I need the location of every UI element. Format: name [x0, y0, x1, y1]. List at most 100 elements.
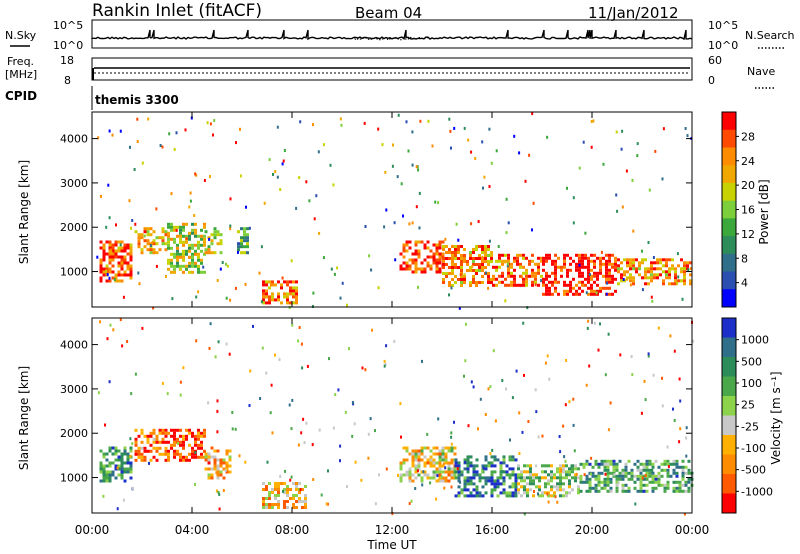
range-gate-cell	[271, 280, 274, 284]
range-gate-cell	[377, 127, 380, 131]
range-gate-cell	[411, 455, 415, 459]
range-gate-cell	[432, 461, 436, 465]
range-gate-cell	[609, 471, 613, 475]
range-gate-cell	[558, 435, 561, 438]
range-gate-cell	[487, 278, 490, 281]
range-gate-cell	[526, 491, 529, 495]
range-gate-cell	[563, 259, 566, 263]
y-tick-label: 3000	[60, 177, 88, 190]
range-gate-cell	[457, 248, 460, 251]
range-gate-cell	[632, 276, 635, 280]
range-gate-cell	[632, 258, 635, 262]
range-gate-cell	[111, 255, 115, 259]
range-gate-cell	[577, 488, 580, 492]
range-gate-cell	[429, 449, 433, 453]
range-gate-cell	[668, 270, 671, 274]
range-gate-cell	[222, 489, 225, 492]
range-gate-cell	[173, 443, 176, 447]
range-gate-cell	[292, 301, 295, 305]
range-gate-cell	[590, 286, 593, 290]
range-gate-cell	[651, 486, 655, 490]
range-gate-cell	[542, 268, 545, 272]
range-gate-cell	[137, 434, 141, 438]
range-gate-cell	[213, 119, 216, 122]
range-gate-cell	[608, 274, 611, 278]
range-gate-cell	[519, 262, 522, 266]
range-gate-cell	[568, 482, 571, 486]
range-gate-cell	[627, 477, 631, 481]
range-gate-cell	[426, 246, 430, 250]
range-gate-cell	[537, 256, 540, 260]
range-gate-cell	[508, 455, 512, 459]
range-gate-cell	[618, 474, 622, 478]
range-gate-cell	[653, 273, 656, 277]
range-gate-cell	[620, 276, 623, 280]
range-gate-cell	[484, 491, 488, 495]
range-gate-cell	[204, 230, 208, 234]
range-gate-cell	[475, 245, 478, 248]
range-gate-cell	[312, 291, 315, 295]
range-gate-cell	[472, 476, 476, 480]
range-gate-cell	[542, 262, 545, 266]
range-gate-cell	[490, 488, 494, 492]
range-gate-cell	[484, 476, 488, 480]
range-gate-cell	[265, 497, 268, 500]
range-gate-cell	[606, 281, 608, 285]
range-gate-cell	[164, 233, 168, 237]
range-gate-cell	[191, 446, 194, 450]
range-gate-cell	[529, 464, 532, 468]
range-gate-cell	[120, 264, 124, 268]
range-gate-cell	[687, 480, 691, 484]
range-gate-cell	[102, 476, 106, 480]
range-gate-cell	[262, 292, 265, 296]
range-gate-cell	[108, 276, 111, 280]
velocity-colorbar-label: Velocity [m s⁻¹]	[769, 371, 783, 464]
range-gate-cell	[143, 230, 147, 234]
range-gate-cell	[416, 469, 419, 473]
range-gate-cell	[414, 467, 418, 471]
range-gate-cell	[432, 243, 436, 247]
range-gate-cell	[615, 477, 619, 481]
range-gate-cell	[603, 483, 607, 487]
range-gate-cell	[481, 464, 485, 468]
range-gate-cell	[108, 267, 112, 271]
range-gate-cell	[283, 292, 286, 296]
range-gate-cell	[105, 264, 109, 268]
range-gate-cell	[167, 243, 170, 247]
range-gate-cell	[502, 470, 506, 474]
range-gate-cell	[481, 248, 484, 251]
y-tick-label: 4000	[60, 133, 88, 146]
range-gate-cell	[466, 269, 469, 272]
range-gate-cell	[336, 266, 339, 270]
range-gate-cell	[579, 489, 583, 493]
range-gate-cell	[674, 270, 677, 274]
range-gate-cell	[209, 175, 211, 179]
range-gate-cell	[614, 268, 617, 272]
range-gate-cell	[277, 298, 280, 302]
range-gate-cell	[166, 392, 169, 396]
range-gate-cell	[581, 280, 584, 284]
range-gate-cell	[687, 468, 691, 472]
range-gate-cell	[265, 503, 268, 506]
range-gate-cell	[182, 225, 185, 229]
range-gate-cell	[611, 292, 614, 296]
range-gate-cell	[108, 461, 112, 465]
range-gate-cell	[457, 461, 461, 465]
range-gate-cell	[490, 461, 494, 465]
range-gate-cell	[513, 274, 516, 278]
range-gate-cell	[490, 161, 493, 165]
range-gate-cell	[126, 461, 130, 465]
range-gate-cell	[608, 292, 611, 296]
range-gate-cell	[454, 251, 457, 254]
range-gate-cell	[663, 459, 667, 463]
range-gate-cell	[644, 258, 647, 262]
range-gate-cell	[126, 246, 130, 250]
range-gate-cell	[548, 274, 551, 278]
range-gate-cell	[648, 462, 652, 466]
range-gate-cell	[120, 476, 124, 480]
range-gate-cell	[114, 243, 118, 247]
range-gate-cell	[244, 282, 247, 286]
range-gate-cell	[614, 277, 617, 281]
range-gate-cell	[383, 359, 386, 363]
